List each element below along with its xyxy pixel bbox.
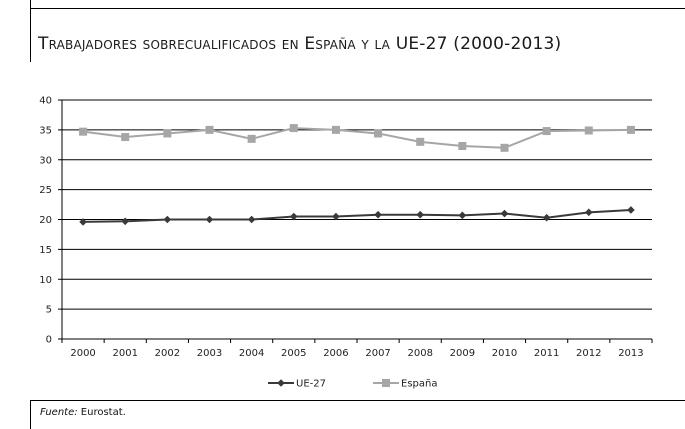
y-tick-label-0: 0: [46, 335, 52, 346]
series-0-point-2006: [332, 212, 340, 221]
source-label: Fuente:: [40, 407, 78, 418]
series-0-point-2011: [542, 213, 551, 222]
series-0-point-2003: [205, 215, 214, 224]
series-0-point-2013: [627, 206, 635, 214]
series-0-point-2005: [289, 212, 298, 221]
series-1-point-2000: [79, 127, 88, 136]
series-1-point-2013: [626, 125, 635, 134]
series-1-point-2001: [121, 133, 130, 142]
x-tick-label-2000: 2000: [70, 348, 95, 359]
series-1-point-2004: [247, 134, 256, 143]
frame-left-rule: [30, 0, 31, 62]
x-tick-label-2009: 2009: [450, 348, 475, 359]
y-tick-label-15: 15: [39, 245, 52, 256]
series-1-point-2005: [289, 124, 298, 133]
x-tick-label-2007: 2007: [365, 348, 390, 359]
x-tick-label-2011: 2011: [534, 348, 559, 359]
x-tick-label-2003: 2003: [197, 348, 222, 359]
series-1-point-2009: [458, 142, 467, 151]
x-tick-label-2005: 2005: [281, 348, 306, 359]
series-1-point-2012: [584, 126, 593, 135]
series-1-line: [82, 127, 631, 149]
series-1-point-2002: [163, 129, 172, 138]
y-tick-label-35: 35: [39, 125, 52, 136]
x-tick-label-2010: 2010: [492, 348, 517, 359]
legend-label-series-1: España: [401, 379, 437, 390]
frame-top-rule: [30, 8, 685, 9]
x-tick-label-2002: 2002: [155, 348, 180, 359]
x-tick-label-2008: 2008: [407, 348, 432, 359]
series-0-line: [83, 208, 631, 223]
series-0-point-2007: [374, 210, 382, 219]
series-1-point-2008: [416, 137, 425, 146]
series-1-point-2007: [374, 129, 383, 138]
x-tick-label-2001: 2001: [112, 348, 137, 359]
series-1-point-2011: [542, 127, 551, 136]
legend-marker-series-0: [277, 379, 285, 387]
y-tick-label-10: 10: [39, 275, 52, 286]
y-tick-label-20: 20: [39, 215, 52, 226]
series-0-point-2009: [458, 211, 467, 220]
series-0-point-2012: [584, 208, 593, 217]
source-text: Eurostat.: [77, 407, 126, 418]
frame-bottom-left-rule: [30, 400, 31, 429]
source-note: Fuente: Eurostat.: [40, 407, 126, 418]
series-0-point-2001: [121, 217, 130, 226]
y-tick-label-30: 30: [39, 155, 52, 166]
y-tick-label-40: 40: [39, 96, 52, 107]
frame-bottom-rule: [30, 400, 685, 401]
legend-label-series-0: UE-27: [296, 379, 326, 390]
series-0-point-2008: [416, 210, 425, 219]
x-tick-label-2004: 2004: [239, 348, 264, 359]
series-1-point-2010: [500, 143, 509, 152]
series-0-point-2000: [79, 218, 87, 226]
series-0-point-2004: [247, 215, 256, 224]
series-1-point-2006: [331, 125, 340, 134]
series-1-point-2003: [205, 125, 214, 134]
series-0-point-2002: [163, 215, 172, 224]
x-tick-label-2012: 2012: [576, 348, 601, 359]
legend-marker-series-1: [382, 379, 390, 387]
y-tick-label-25: 25: [39, 185, 52, 196]
y-tick-label-5: 5: [46, 305, 52, 316]
x-tick-label-2013: 2013: [618, 348, 643, 359]
series-0-point-2010: [500, 209, 509, 218]
x-tick-label-2006: 2006: [323, 348, 348, 359]
chart-title: Trabajadores sobrecualificados en España…: [38, 34, 562, 54]
